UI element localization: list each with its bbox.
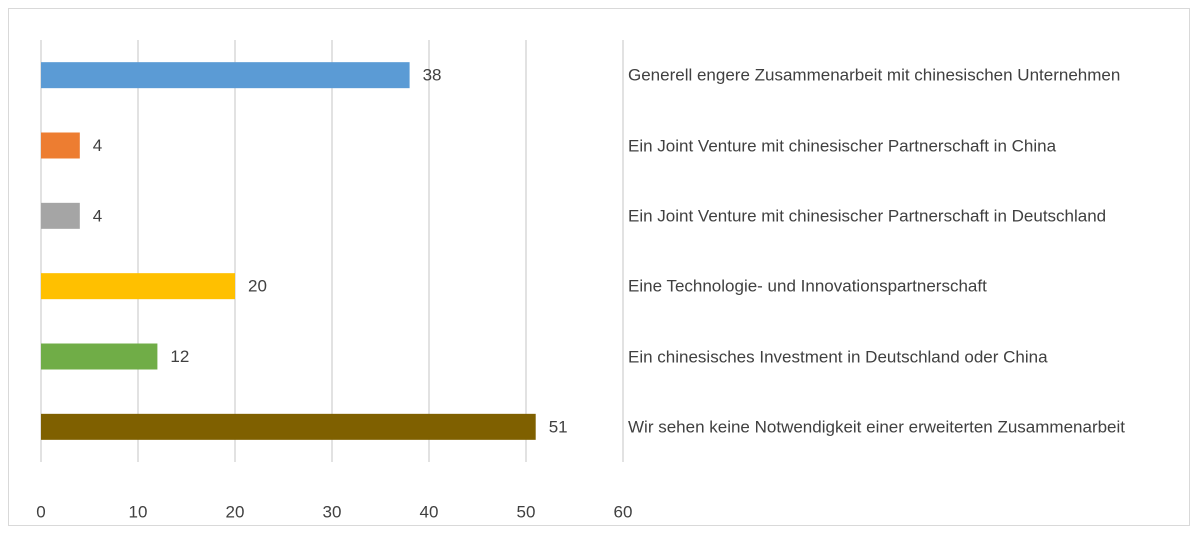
bar: [41, 132, 80, 159]
x-tick-label: 10: [129, 502, 148, 521]
bar: [41, 413, 536, 440]
x-tick-label: 20: [226, 502, 245, 521]
value-label: 51: [549, 417, 568, 436]
legend-label: Ein Joint Venture mit chinesischer Partn…: [628, 206, 1107, 226]
x-tick-label: 0: [36, 502, 45, 521]
value-label: 4: [93, 206, 102, 225]
chart-frame: [8, 8, 1190, 526]
value-label: 4: [93, 136, 102, 155]
legend-label: Eine Technologie- und Innovationspartner…: [628, 276, 987, 296]
legend-label: Generell engere Zusammenarbeit mit chine…: [628, 65, 1121, 85]
x-tick-label: 40: [420, 502, 439, 521]
bar: [41, 343, 158, 370]
bar: [41, 273, 235, 300]
x-tick-label: 30: [323, 502, 342, 521]
legend-label: Wir sehen keine Notwendigkeit einer erwe…: [628, 417, 1126, 437]
bar: [41, 62, 410, 89]
x-tick-label: 60: [614, 502, 633, 521]
x-tick-label: 50: [517, 502, 536, 521]
bar: [41, 202, 80, 229]
value-label: 20: [248, 277, 267, 296]
value-label: 12: [170, 347, 189, 366]
legend-label: Ein Joint Venture mit chinesischer Partn…: [628, 136, 1057, 155]
value-label: 38: [423, 66, 442, 85]
legend-label: Ein chinesisches Investment in Deutschla…: [628, 347, 1048, 366]
